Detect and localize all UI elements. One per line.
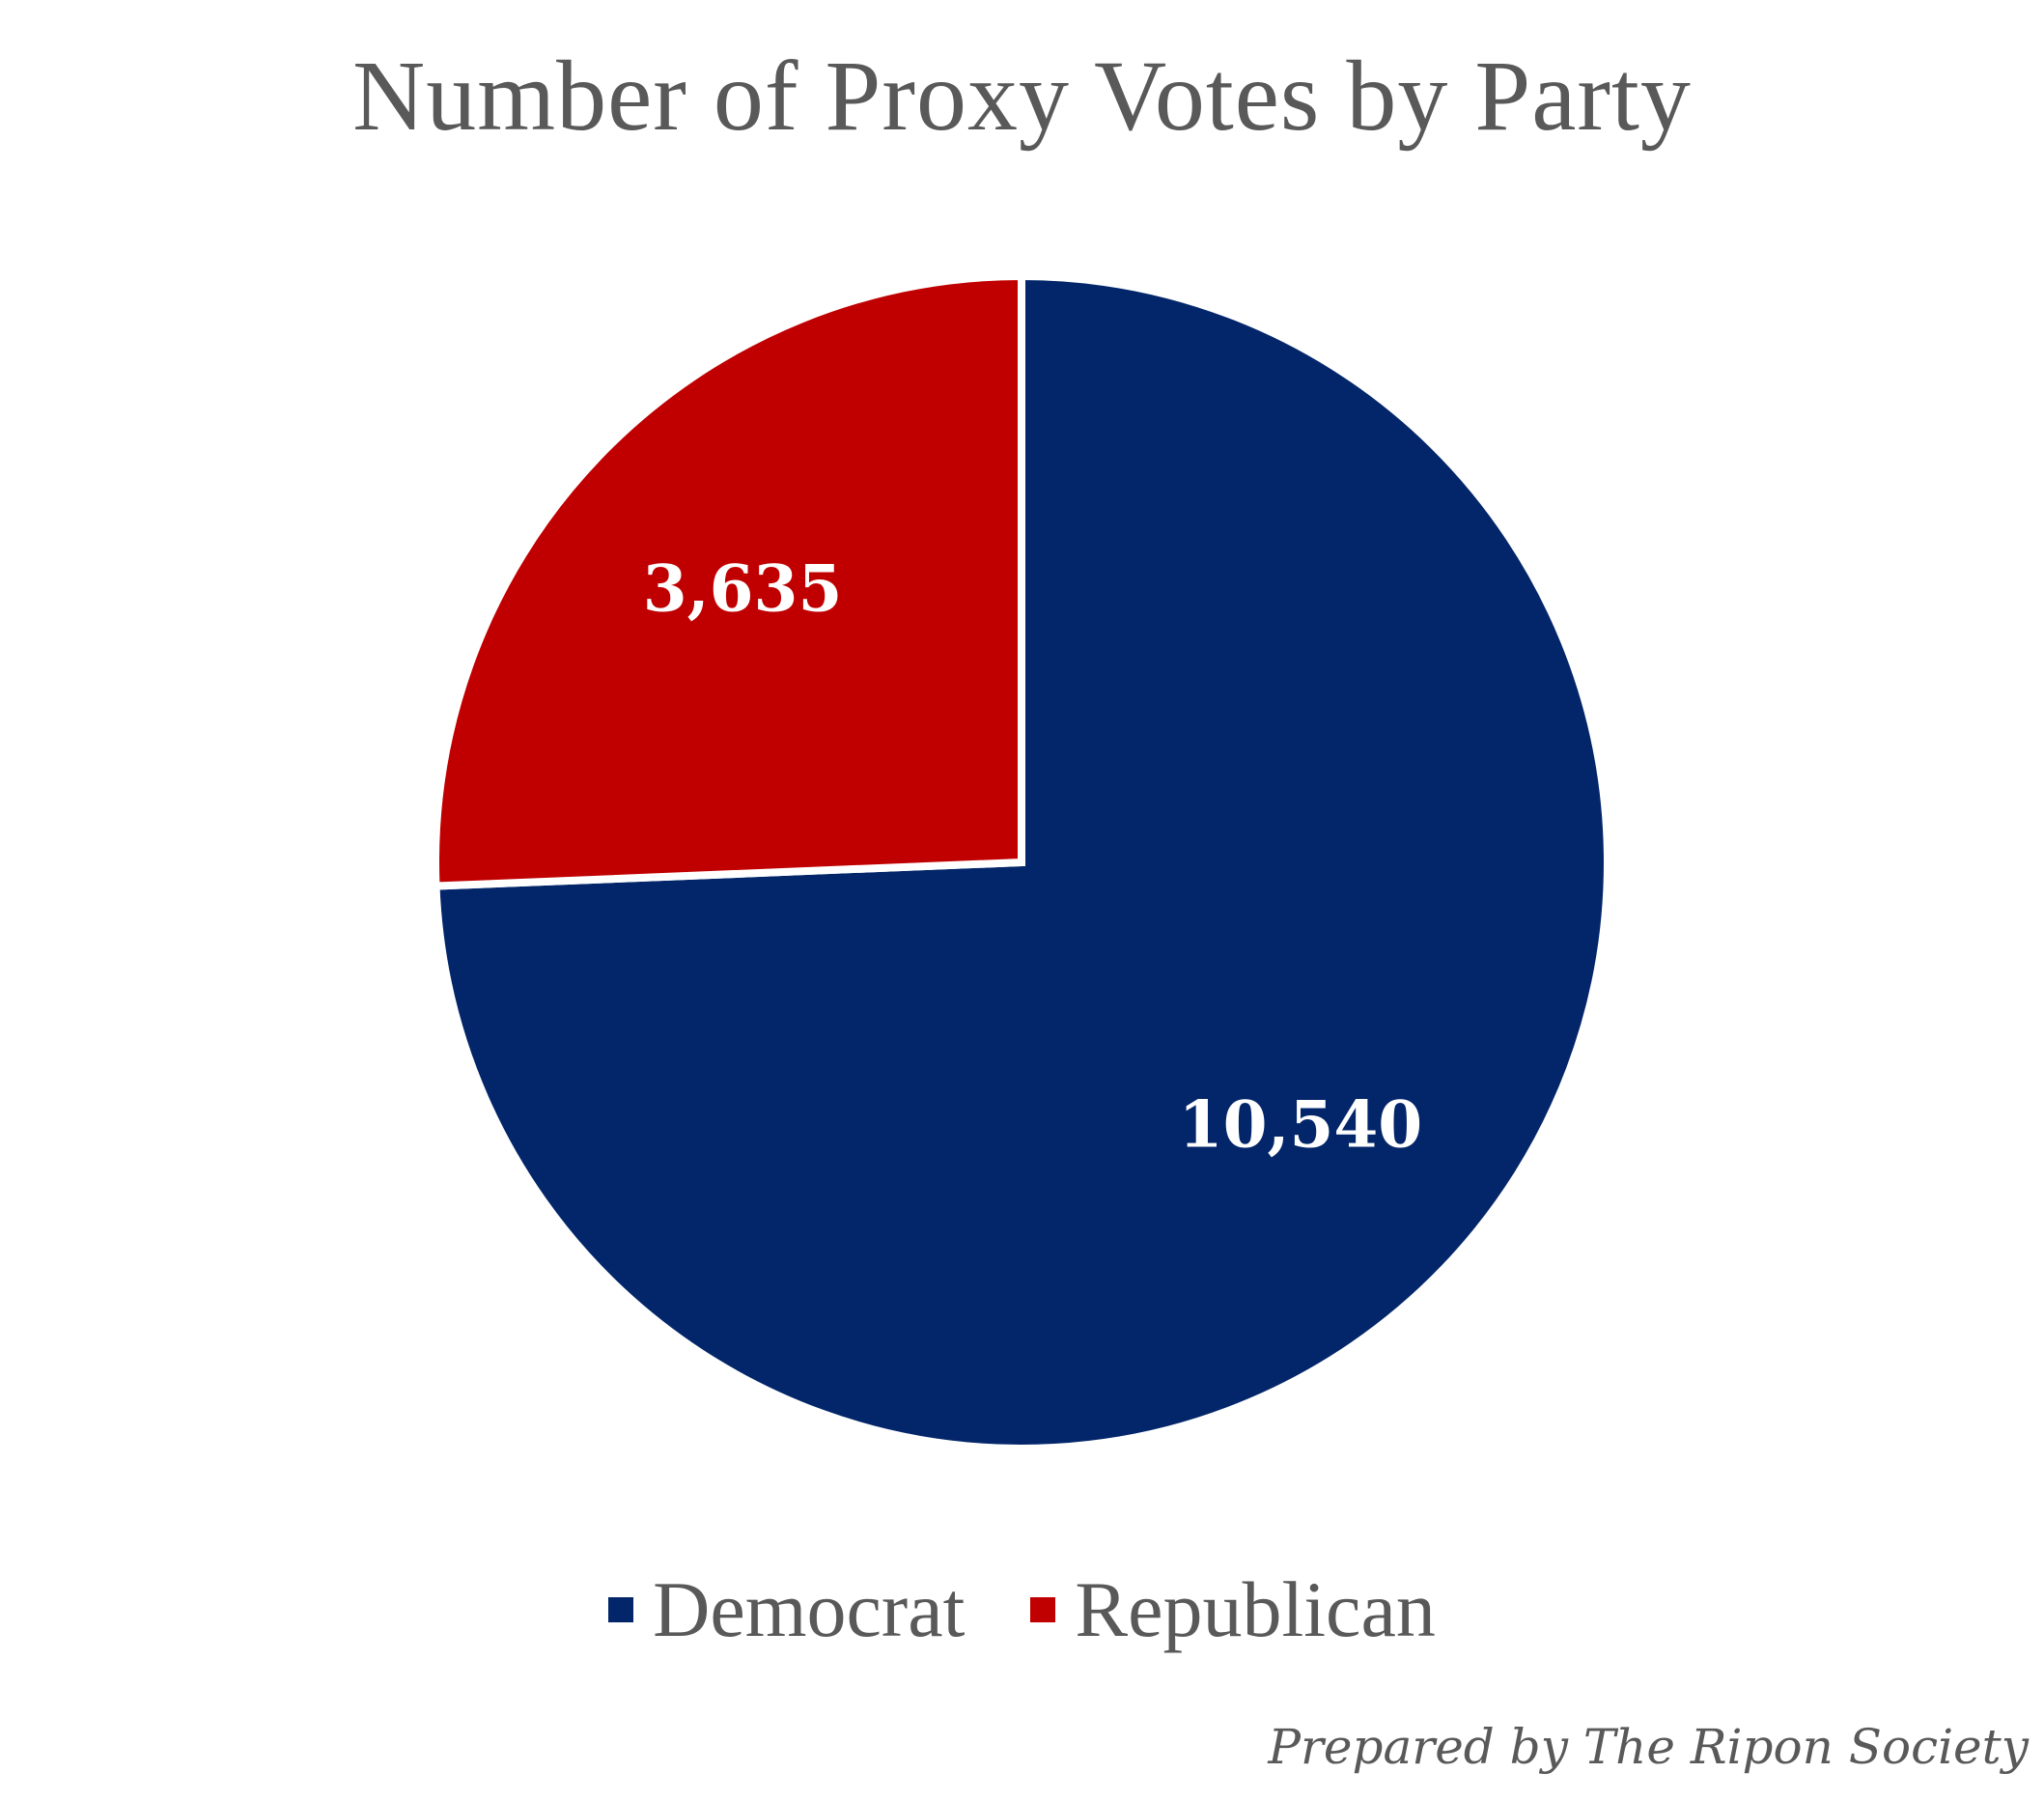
legend-swatch-republican [1030, 1597, 1056, 1622]
pie-labels: 10,540 3,635 [643, 551, 1423, 1163]
pie-slices [432, 271, 1611, 1452]
data-label-republican: 3,635 [643, 551, 843, 627]
legend-label-republican: Republican [1075, 1565, 1436, 1653]
legend-swatch-democrat [608, 1597, 634, 1622]
chart-title: Number of Proxy Votes by Party [352, 41, 1692, 152]
credit-note: Prepared by The Ripon Society [1268, 1719, 2029, 1775]
legend-label-democrat: Democrat [653, 1565, 966, 1653]
legend-item-democrat: Democrat [608, 1564, 965, 1655]
legend: Democrat Republican [0, 1564, 2044, 1655]
data-label-democrat: 10,540 [1179, 1086, 1423, 1162]
pie-slice-republican [432, 271, 1025, 890]
legend-item-republican: Republican [1030, 1564, 1436, 1655]
